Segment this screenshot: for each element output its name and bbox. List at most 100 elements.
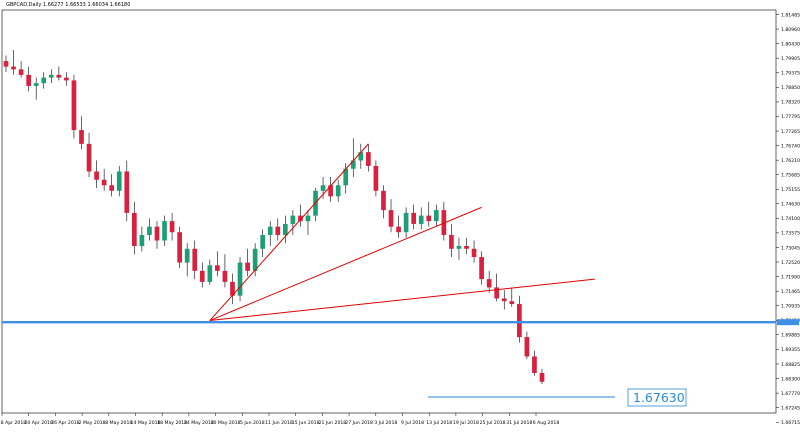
x-tick-label: 26 Apr 2018 — [51, 420, 79, 426]
x-tick-label: 30 May 2018 — [211, 420, 241, 426]
x-tick-label: 20 Apr 2018 — [24, 420, 52, 426]
candle-body — [48, 74, 54, 78]
y-tick-label: 1.76210 — [781, 158, 800, 164]
candle-body — [154, 226, 160, 241]
y-tick-label: 1.68300 — [781, 376, 800, 382]
x-tick-label: 13 Jul 2018 — [426, 420, 452, 426]
y-tick-label: 1.75685 — [781, 172, 800, 178]
y-tick-label: 1.75155 — [781, 187, 800, 193]
candle-body — [305, 215, 311, 222]
target-label: 1.67630 — [633, 390, 685, 405]
candle-body — [147, 226, 152, 235]
candle-body — [509, 301, 515, 304]
chart-header: GBPCAD,Daily 1.66277 1.66533 1.66034 1.6… — [6, 2, 130, 8]
candle-body — [252, 248, 258, 271]
candle-body — [403, 212, 409, 233]
y-tick-label: 1.74100 — [781, 216, 800, 222]
candle-body — [366, 152, 371, 166]
candle-body — [184, 248, 190, 263]
y-tick-label: 1.72520 — [781, 260, 800, 266]
candle-body — [350, 160, 356, 169]
y-tick-label: 1.68825 — [781, 362, 800, 368]
x-tick-label: 8 May 2018 — [105, 420, 132, 426]
candle-body — [381, 190, 386, 211]
y-tick-label: 1.77795 — [781, 114, 800, 120]
candle-body — [124, 171, 130, 213]
candle-body — [162, 221, 167, 241]
y-tick-label: 1.81485 — [781, 12, 800, 18]
candle-body — [41, 77, 47, 84]
candle-body — [71, 80, 77, 131]
x-tick-label: 6 Aug 2018 — [533, 420, 560, 426]
candle-body — [494, 287, 500, 299]
y-tick-label: 1.78850 — [781, 85, 800, 91]
candle-body — [131, 212, 137, 247]
candle-body — [320, 185, 326, 191]
candle-body — [282, 223, 288, 235]
candle-body — [56, 74, 62, 78]
candle-body — [109, 185, 115, 191]
y-tick-label: 1.67770 — [781, 391, 800, 397]
candle-body — [418, 215, 424, 224]
x-tick-label: 2 May 2018 — [79, 420, 106, 426]
candle-body — [207, 265, 213, 282]
candle-body — [486, 279, 492, 288]
fan-line — [209, 278, 595, 322]
symbol-label: GBPCAD,Daily — [6, 2, 42, 8]
candle-body — [328, 185, 333, 197]
fan-line — [209, 143, 369, 321]
x-tick-label: 24 May 2018 — [184, 420, 214, 426]
x-tick-label: 18 Apr 2018 — [0, 420, 26, 426]
candle-body — [449, 234, 454, 249]
candle-body — [169, 221, 175, 233]
candle-body — [539, 372, 545, 382]
y-tick-label: 1.66715 — [781, 420, 800, 426]
y-tick-label: 1.80430 — [781, 41, 800, 47]
y-tick-label: 1.73575 — [781, 231, 800, 237]
y-tick-label: 1.67245 — [781, 405, 800, 411]
y-tick-label: 1.69885 — [781, 333, 800, 339]
candle-body — [532, 356, 537, 373]
y-tick-label: 1.73045 — [781, 245, 800, 251]
candle-body — [517, 303, 522, 338]
candle-body — [358, 152, 364, 161]
y-tick-label: 1.74630 — [781, 202, 800, 208]
candle-body — [192, 248, 198, 271]
target-label-box — [627, 388, 687, 407]
candle-body — [64, 77, 69, 81]
x-tick-label: 15 Jun 2018 — [292, 420, 320, 426]
candle-body — [501, 298, 507, 302]
candle-body — [230, 281, 235, 296]
x-tick-label: 5 Jun 2018 — [240, 420, 265, 426]
ohlc-values: 1.66277 1.66533 1.66034 1.66180 — [42, 2, 131, 8]
x-tick-label: 21 Jun 2018 — [319, 420, 347, 426]
candle-body — [433, 210, 439, 222]
y-tick-label: 1.78320 — [781, 100, 800, 106]
x-tick-label: 9 Jul 2018 — [401, 420, 424, 426]
x-tick-label: 18 May 2018 — [157, 420, 187, 426]
y-tick-label: 1.71465 — [781, 289, 800, 295]
candle-body — [479, 257, 484, 280]
candle-body — [260, 234, 266, 249]
candle-body — [373, 165, 379, 191]
y-tick-label: 1.79905 — [781, 56, 800, 62]
x-tick-label: 3 Jul 2018 — [374, 420, 397, 426]
y-tick-label: 1.76740 — [781, 143, 800, 149]
y-tick-label: 1.71990 — [781, 274, 800, 280]
plot-frame — [1, 9, 777, 414]
y-tick-label: 1.79375 — [781, 71, 800, 77]
candle-body — [139, 234, 145, 247]
support-line-price-tag — [777, 319, 799, 326]
candle-body — [237, 262, 243, 296]
candle-body — [335, 185, 341, 197]
candle-body — [388, 210, 394, 227]
candle-body — [11, 66, 16, 70]
candle-body — [464, 246, 469, 249]
y-tick-label: 1.70935 — [781, 304, 800, 310]
y-tick-label: 1.80960 — [781, 27, 800, 33]
candle-body — [26, 74, 31, 86]
candle-body — [471, 248, 477, 258]
fan-line — [209, 206, 482, 321]
candle-body — [426, 215, 432, 222]
candle-body — [33, 83, 39, 86]
